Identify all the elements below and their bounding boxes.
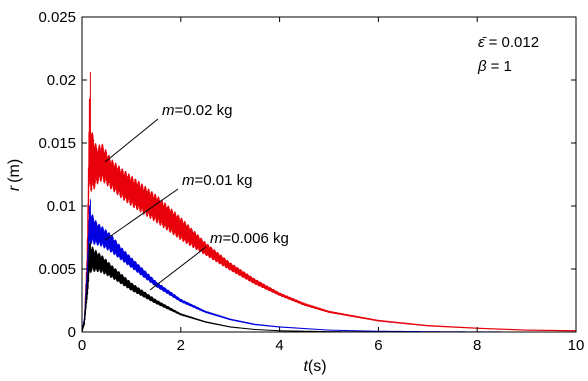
x-axis-unit: (s) [308,358,327,375]
y-tick-label: 0.015 [38,135,76,152]
series-line-m-0.006-kg [81,242,577,333]
series-line-m-0.02-kg [81,71,577,333]
annotation-m-0.006: m=0.006 kg [149,230,289,291]
annotation-leader-1 [104,188,179,241]
annotation-var-0: m [162,102,175,119]
y-axis-unit: (m) [6,159,23,183]
annotation-value-2: =0.006 kg [223,230,289,247]
y-tick-label: 0.02 [47,72,76,89]
x-axis-label: t(s) [303,358,326,375]
annotation-m-0.01: m=0.01 kg [104,172,252,241]
param-epsilon-symbol: ε̄ [478,34,488,51]
x-tick-label: 0 [78,337,86,354]
y-tick-label: 0.025 [38,9,76,26]
annotation-m-0.02: m=0.02 kg [104,102,232,163]
x-tick-label: 6 [374,337,382,354]
annotation-value-0: =0.02 kg [175,102,233,119]
x-tick-label: 10 [568,337,585,354]
annotation-value-1: =0.01 kg [195,172,253,189]
x-tick-label: 8 [473,337,481,354]
y-axis-label: r (m) [6,159,23,191]
param-beta: β = 1 [477,58,512,75]
annotation-leader-0 [104,118,159,163]
y-tick-label: 0 [68,324,76,341]
param-beta-value: = 1 [491,58,512,75]
y-tick-label: 0.01 [47,198,76,215]
param-epsilon: ε̄ = 0.012 [478,34,539,51]
annotation-leader-2 [149,246,207,291]
series-layer [81,71,577,333]
y-axis-var: r [6,185,23,191]
param-epsilon-value: = 0.012 [489,34,539,51]
y-tick-label: 0.005 [38,261,76,278]
annotation-label-1: m=0.01 kg [182,172,252,189]
x-tick-label: 2 [177,337,185,354]
annotation-var-2: m [210,230,223,247]
x-tick-label: 4 [275,337,283,354]
annotation-label-0: m=0.02 kg [162,102,232,119]
param-beta-symbol: β [477,58,487,75]
annotation-label-2: m=0.006 kg [210,230,289,247]
annotation-var-1: m [182,172,195,189]
x-axis-var: t [303,358,308,375]
ticks-layer: 0 2 4 6 8 10 0 0.005 0.01 0.015 0.02 0.025 [38,9,584,354]
